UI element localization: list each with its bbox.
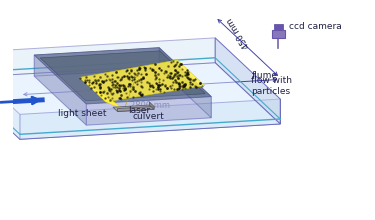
Text: 2800 mm: 2800 mm [130,101,170,110]
Text: flume: flume [251,70,278,79]
Text: laser: laser [128,106,150,115]
Polygon shape [40,51,206,101]
Polygon shape [86,97,211,125]
Polygon shape [80,77,124,110]
Bar [274,24,283,29]
Text: flow with
particles: flow with particles [251,75,292,96]
Polygon shape [80,77,124,110]
Polygon shape [34,48,211,104]
Polygon shape [117,106,154,112]
Text: light sheet: light sheet [58,109,107,118]
Polygon shape [0,38,280,114]
Polygon shape [34,69,211,125]
Bar [272,29,285,38]
Polygon shape [80,60,205,102]
Polygon shape [159,48,211,118]
Text: 450 mm: 450 mm [225,16,251,50]
Polygon shape [215,38,280,124]
Polygon shape [34,48,159,76]
Polygon shape [150,102,154,109]
Text: ccd camera: ccd camera [290,22,342,31]
Text: culvert: culvert [132,112,164,121]
Polygon shape [0,38,215,78]
Polygon shape [20,99,280,139]
Polygon shape [0,53,20,139]
Polygon shape [0,63,280,139]
Polygon shape [113,105,154,112]
Polygon shape [34,55,86,125]
